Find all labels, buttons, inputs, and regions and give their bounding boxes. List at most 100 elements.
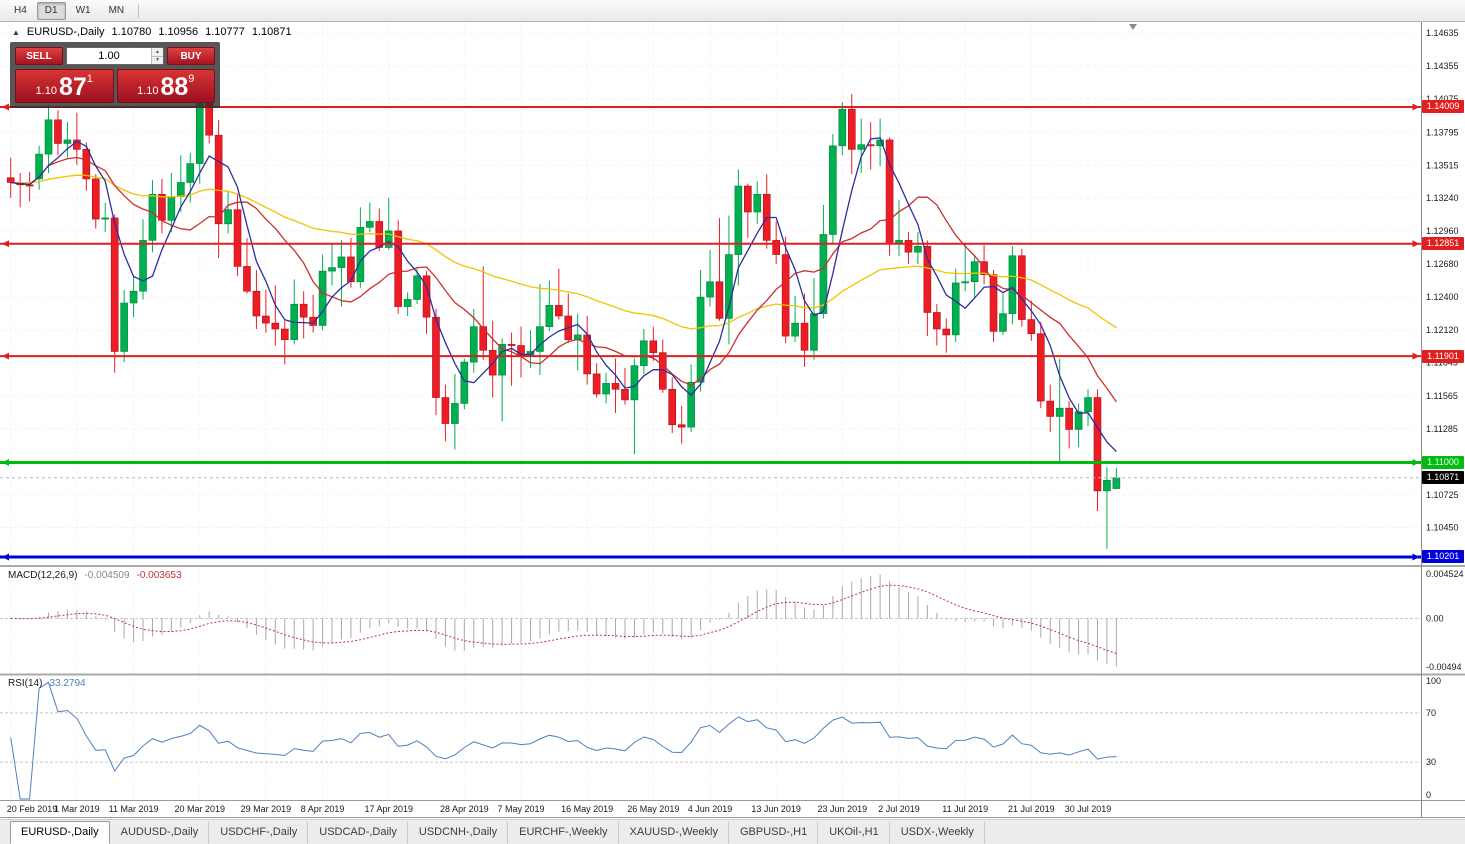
buy-price-button[interactable]: 1.10 88 9 [116,69,215,103]
svg-text:20 Mar 2019: 20 Mar 2019 [174,804,225,814]
macd-signal-line [10,584,1117,654]
ma-mid-line [10,156,1117,403]
svg-text:8 Apr 2019: 8 Apr 2019 [301,804,345,814]
toolbar-separator [138,3,140,18]
svg-text:100: 100 [1426,676,1441,686]
svg-text:0.004524: 0.004524 [1426,569,1464,579]
svg-text:1.14635: 1.14635 [1426,28,1459,38]
volume-up-icon[interactable]: ▲ [152,48,163,57]
tab-usdchf-daily[interactable]: USDCHF-,Daily [209,821,309,844]
ma-slow-line [10,174,1117,330]
svg-text:17 Apr 2019: 17 Apr 2019 [364,804,413,814]
svg-text:1.13240: 1.13240 [1426,193,1459,203]
svg-text:29 Mar 2019: 29 Mar 2019 [241,804,292,814]
ma-fast-line [10,137,1117,453]
tab-xauusd-weekly[interactable]: XAUUSD-,Weekly [619,821,729,844]
svg-text:70: 70 [1426,708,1436,718]
tab-eurchf-weekly[interactable]: EURCHF-,Weekly [508,821,619,844]
ohlc-high: 1.10956 [158,26,199,38]
panel-frames [0,22,1465,818]
buy-button[interactable]: BUY [167,47,215,65]
sell-price-pips: 87 [58,73,87,101]
svg-text:30 Jul 2019: 30 Jul 2019 [1065,804,1112,814]
rsi-line [10,681,1117,800]
timeframe-toolbar: H4 D1 W1 MN [0,0,1465,22]
volume-stepper[interactable]: ▲ ▼ [151,48,163,64]
rsi-indicator-label: RSI(14) 33.2794 [8,678,86,689]
macd-name: MACD(12,26,9) [8,570,78,581]
timeframe-button-h4[interactable]: H4 [14,4,27,16]
rsi-name: RSI(14) [8,678,43,689]
svg-text:21 Jul 2019: 21 Jul 2019 [1008,804,1055,814]
chart-canvas[interactable]: 1.14635 1.14355 1.14075 1.13795 1.13515 1.132… [0,0,1465,819]
level-price-label: 1.11000 [1422,456,1464,469]
gridlines [0,22,1422,800]
svg-text:1.13515: 1.13515 [1426,160,1459,170]
macd-main-value: -0.004509 [84,570,130,581]
svg-text:1.10450: 1.10450 [1426,523,1459,533]
svg-text:30: 30 [1426,757,1436,767]
moving-averages [10,137,1117,453]
ohlc-low: 1.10777 [205,26,245,38]
chart-title: ▲ EURUSD-,Daily 1.10780 1.10956 1.10777 … [12,26,292,38]
level-price-label: 1.11901 [1422,350,1464,363]
macd-signal-value: -0.003653 [136,570,182,581]
volume-input[interactable]: 1.00 ▲ ▼ [66,47,164,65]
chart-tabbar: EURUSD-,Daily AUDUSD-,Daily USDCHF-,Daily U… [0,819,1465,844]
timeframe-button-w1[interactable]: W1 [75,4,91,16]
tab-audusd-daily[interactable]: AUDUSD-,Daily [110,821,210,844]
timeframe-button-d1[interactable]: D1 [36,1,66,20]
svg-text:-0.00494: -0.00494 [1426,662,1462,672]
svg-text:1.14355: 1.14355 [1426,61,1459,71]
level-price-label: 1.10201 [1422,550,1464,563]
svg-text:11 Mar 2019: 11 Mar 2019 [109,804,159,814]
svg-text:23 Jun 2019: 23 Jun 2019 [818,804,868,814]
svg-text:26 May 2019: 26 May 2019 [627,804,679,814]
svg-text:20 Feb 2019: 20 Feb 2019 [7,804,58,814]
sell-price-button[interactable]: 1.10 87 1 [15,69,114,103]
one-click-trading-panel: SELL 1.00 ▲ ▼ BUY 1.10 87 1 1.10 88 9 [10,42,220,108]
sell-price-prefix: 1.10 [35,85,57,97]
price-level-lines [0,103,1422,561]
buy-price-prefix: 1.10 [137,85,159,97]
chart-shift-marker-icon [1129,24,1137,30]
chart-symbol-period: EURUSD-,Daily [26,26,105,38]
svg-text:1.12120: 1.12120 [1426,325,1459,335]
level-price-label: 1.12851 [1422,237,1464,250]
svg-text:0: 0 [1426,790,1431,800]
volume-value[interactable]: 1.00 [98,50,120,62]
svg-text:1.11565: 1.11565 [1426,391,1458,401]
buy-price-pips: 88 [160,73,189,101]
tab-ukoil-h1[interactable]: UKOil-,H1 [818,821,890,844]
rsi-panel [0,681,1422,800]
sell-price-point: 1 [86,73,93,85]
tab-gbpusd-h1[interactable]: GBPUSD-,H1 [729,821,819,844]
svg-text:0.00: 0.00 [1426,614,1444,624]
svg-text:1.12960: 1.12960 [1426,226,1459,236]
ohlc-open: 1.10780 [111,26,152,38]
svg-text:1.14075: 1.14075 [1426,94,1459,104]
svg-text:13 Jun 2019: 13 Jun 2019 [751,804,801,814]
svg-text:2 Jul 2019: 2 Jul 2019 [878,804,920,814]
tab-eurusd-daily[interactable]: EURUSD-,Daily [10,821,110,844]
volume-down-icon[interactable]: ▼ [152,56,163,64]
level-price-label: 1.14009 [1422,100,1464,113]
sell-button[interactable]: SELL [15,47,63,65]
macd-indicator-label: MACD(12,26,9) -0.004509 -0.003653 [8,570,182,581]
svg-text:4 Jun 2019: 4 Jun 2019 [688,804,733,814]
tab-usdx-weekly[interactable]: USDX-,Weekly [890,821,985,844]
svg-text:1 Mar 2019: 1 Mar 2019 [54,804,100,814]
rsi-value: 33.2794 [49,678,86,689]
one-click-trading-toggle[interactable]: ▲ [12,27,20,37]
candlesticks [6,86,1121,549]
svg-text:1.12400: 1.12400 [1426,292,1459,302]
buy-price-point: 9 [188,73,195,85]
svg-text:1.13795: 1.13795 [1426,127,1459,137]
tab-usdcad-daily[interactable]: USDCAD-,Daily [308,821,408,844]
current-price-label: 1.10871 [1422,471,1464,484]
svg-text:28 Apr 2019: 28 Apr 2019 [440,804,489,814]
timeframe-button-mn[interactable]: MN [108,4,125,16]
tab-usdcnh-daily[interactable]: USDCNH-,Daily [408,821,509,844]
ohlc-close: 1.10871 [251,26,292,38]
